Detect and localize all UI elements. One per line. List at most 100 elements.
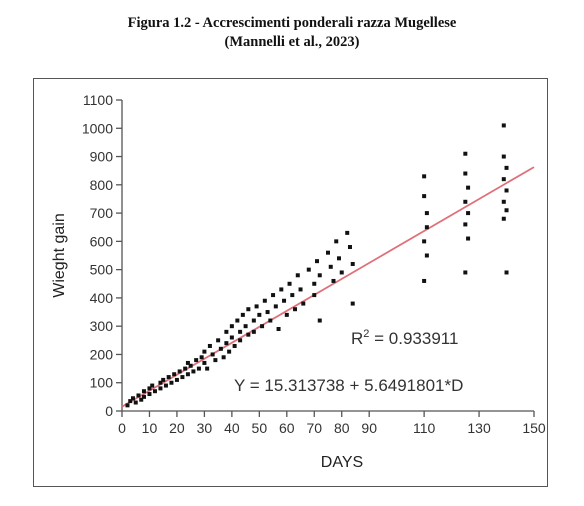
x-tick-label: 10 xyxy=(142,420,158,436)
data-point xyxy=(152,389,157,394)
data-point xyxy=(254,304,259,309)
data-point xyxy=(158,386,163,391)
x-tick-label: 30 xyxy=(197,420,213,436)
data-point xyxy=(238,329,243,334)
data-point xyxy=(224,341,229,346)
data-point xyxy=(262,298,267,303)
data-point xyxy=(150,383,155,388)
data-point xyxy=(501,154,506,159)
data-point xyxy=(183,366,188,371)
y-tick-label: 200 xyxy=(90,346,114,362)
y-tick-label: 400 xyxy=(90,290,114,306)
data-point xyxy=(229,324,234,329)
data-point xyxy=(139,397,144,402)
data-point xyxy=(301,301,306,306)
data-point xyxy=(312,293,317,298)
x-axis-title: DAYS xyxy=(321,454,363,471)
data-point xyxy=(424,211,429,216)
data-point xyxy=(188,363,193,368)
data-point xyxy=(227,349,232,354)
r2-prefix: R xyxy=(351,329,363,348)
data-point xyxy=(133,400,138,405)
data-point xyxy=(501,123,506,128)
data-point xyxy=(306,267,311,272)
data-point xyxy=(210,352,215,357)
data-point xyxy=(290,293,295,298)
y-tick-label: 500 xyxy=(90,262,114,278)
data-point xyxy=(422,278,427,283)
y-tick-label: 900 xyxy=(90,149,114,165)
data-point xyxy=(422,194,427,199)
regression-equation: Y = 15.313738 + 5.6491801*D xyxy=(234,376,463,395)
data-point xyxy=(463,270,468,275)
data-point xyxy=(287,281,292,286)
y-tick-label: 700 xyxy=(90,205,114,221)
data-point xyxy=(147,392,152,397)
y-tick-label: 0 xyxy=(105,403,113,419)
x-tick-label: 50 xyxy=(252,420,268,436)
data-point xyxy=(295,273,300,278)
x-tick-label: 90 xyxy=(361,420,377,436)
data-point xyxy=(466,211,471,216)
data-point xyxy=(317,273,322,278)
data-point xyxy=(350,261,355,266)
y-tick-label: 1100 xyxy=(83,92,113,108)
data-point xyxy=(424,225,429,230)
data-point xyxy=(463,199,468,204)
data-point xyxy=(466,236,471,241)
x-tick-label: 130 xyxy=(467,420,491,436)
data-point xyxy=(276,327,281,332)
trendline-group xyxy=(121,166,535,408)
y-tick-label: 1000 xyxy=(82,120,113,136)
data-point xyxy=(463,222,468,227)
data-point xyxy=(271,293,276,298)
x-tick-label: 110 xyxy=(413,420,436,436)
chart-labels: 0 100 200 300 400 500 600 700 800 900 1000 1100 0 10 2… xyxy=(82,92,546,436)
data-point xyxy=(265,310,270,315)
figure-caption-source: (Mannelli et al., 2023) xyxy=(224,34,360,50)
chart-axes xyxy=(116,99,535,417)
data-point xyxy=(194,358,199,363)
data-point xyxy=(504,188,509,193)
data-point xyxy=(128,399,133,404)
data-point xyxy=(251,318,256,323)
data-point xyxy=(238,338,243,343)
data-point xyxy=(224,329,229,334)
data-point xyxy=(350,301,355,306)
data-point xyxy=(257,312,262,317)
data-point xyxy=(347,245,352,250)
data-point xyxy=(174,377,179,382)
scatter-chart: 0 100 200 300 400 500 600 700 800 900 1000 1100 0 10 2… xyxy=(51,92,546,471)
data-point xyxy=(136,393,141,398)
data-point xyxy=(185,372,190,377)
data-point xyxy=(229,335,234,340)
regression-line xyxy=(121,166,535,408)
data-point xyxy=(328,264,333,269)
data-point xyxy=(207,343,212,348)
x-tick-label: 20 xyxy=(169,420,185,436)
x-tick-label: 70 xyxy=(306,420,322,436)
data-point xyxy=(130,396,135,401)
chart-frame: 0 100 200 300 400 500 600 700 800 900 1000 1100 0 10 2… xyxy=(33,78,548,487)
data-point xyxy=(315,259,320,264)
data-point xyxy=(240,312,245,317)
data-point xyxy=(298,287,303,292)
data-point xyxy=(191,369,196,374)
data-point xyxy=(260,324,265,329)
r2-superscript: 2 xyxy=(363,328,369,340)
data-point xyxy=(166,375,171,380)
data-point xyxy=(331,278,336,283)
data-point xyxy=(216,338,221,343)
data-point xyxy=(504,270,509,275)
data-point xyxy=(232,343,237,348)
data-point xyxy=(202,349,207,354)
data-point xyxy=(326,250,330,255)
data-point xyxy=(243,324,248,329)
y-axis-title: Wieght gain xyxy=(51,213,68,298)
data-point xyxy=(213,358,218,363)
data-points xyxy=(125,123,509,408)
figure-caption-title: Figura 1.2 - Accrescimenti ponderali raz… xyxy=(127,15,457,31)
data-point xyxy=(163,383,168,388)
y-tick-label: 800 xyxy=(90,177,114,193)
data-point xyxy=(284,312,289,317)
